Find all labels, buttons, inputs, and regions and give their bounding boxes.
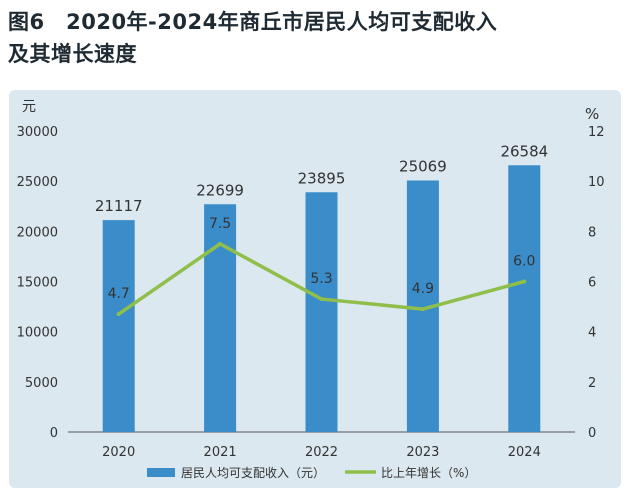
bar — [305, 192, 338, 432]
growth-point — [319, 297, 324, 302]
y-right-tick-label: 6 — [588, 276, 596, 291]
y-left-tick-label: 10000 — [17, 326, 58, 341]
y-left-tick-label: 20000 — [17, 225, 58, 240]
legend-bar-swatch — [147, 468, 175, 477]
y-right-tick-label: 2 — [588, 376, 596, 391]
bar-value-label: 25069 — [399, 157, 447, 175]
y-right-tick-label: 8 — [588, 225, 596, 240]
line-value-label: 7.5 — [209, 216, 231, 232]
chart-title-line2: 及其增长速度 — [8, 42, 137, 66]
legend-line-label: 比上年增长（%） — [381, 466, 476, 480]
y-right-tick-label: 0 — [588, 426, 596, 441]
chart-title: 图6 2020年-2024年商丘市居民人均可支配收入 及其增长速度 — [8, 6, 620, 70]
bar-value-label: 26584 — [500, 142, 548, 160]
y-left-unit: 元 — [22, 99, 36, 115]
line-value-label: 5.3 — [310, 271, 332, 287]
y-left-tick-label: 30000 — [17, 125, 58, 140]
line-value-label: 4.9 — [412, 281, 434, 297]
bar — [204, 204, 237, 432]
bar-value-label: 23895 — [298, 169, 346, 187]
growth-point — [218, 241, 223, 246]
legend-bar-label: 居民人均可支配收入（元） — [181, 466, 325, 480]
y-right-tick-label: 12 — [588, 125, 605, 140]
line-value-label: 4.7 — [108, 286, 130, 302]
x-tick-label: 2022 — [305, 445, 338, 460]
growth-point — [522, 279, 527, 284]
growth-point — [116, 312, 121, 317]
x-tick-label: 2024 — [508, 445, 541, 460]
x-tick-label: 2023 — [406, 445, 439, 460]
bar — [102, 220, 135, 432]
x-tick-label: 2020 — [102, 445, 135, 460]
y-left-tick-label: 15000 — [17, 276, 58, 291]
bar — [508, 165, 541, 432]
y-left-tick-label: 0 — [50, 426, 58, 441]
y-left-tick-label: 5000 — [25, 376, 58, 391]
y-right-tick-label: 10 — [588, 175, 605, 190]
chart-title-line1: 图6 2020年-2024年商丘市居民人均可支配收入 — [8, 10, 498, 34]
y-right-tick-label: 4 — [588, 326, 596, 341]
y-right-unit: % — [585, 105, 599, 123]
bar-value-label: 21117 — [95, 197, 143, 215]
x-tick-label: 2021 — [204, 445, 237, 460]
y-left-tick-label: 25000 — [17, 175, 58, 190]
bar-value-label: 22699 — [196, 181, 244, 199]
line-value-label: 6.0 — [513, 254, 535, 270]
growth-point — [420, 307, 425, 312]
